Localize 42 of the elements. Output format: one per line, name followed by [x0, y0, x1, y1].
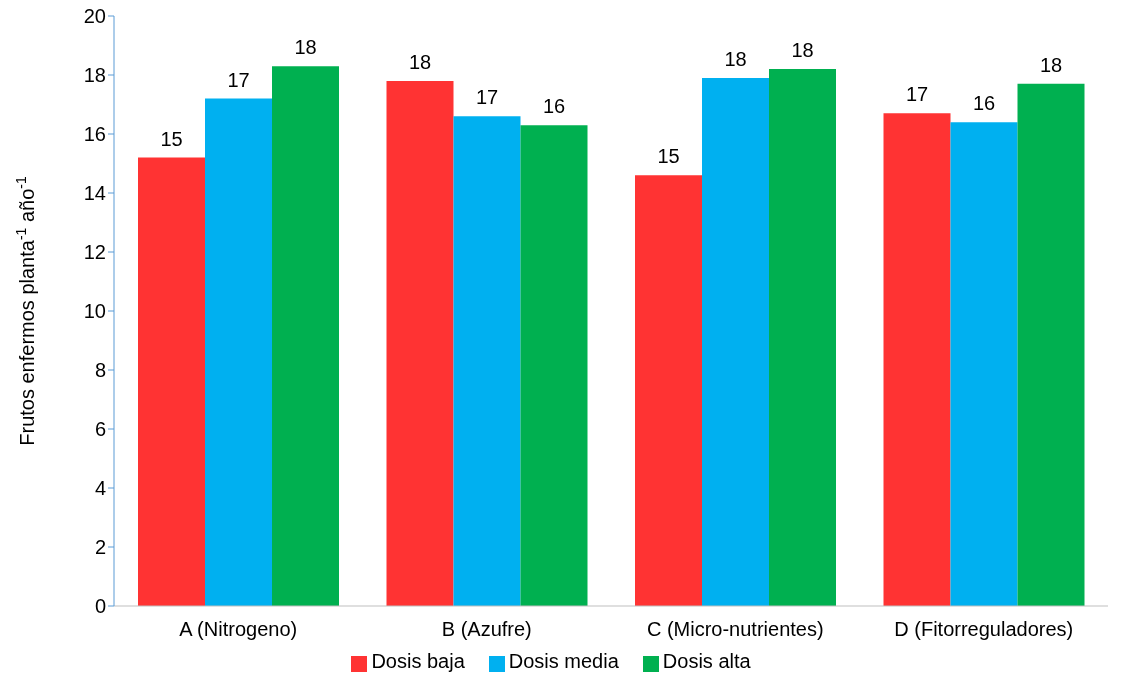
legend-label: Dosis alta: [662, 650, 751, 672]
y-tick-label: 0: [94, 595, 106, 618]
y-tick-label: 4: [94, 477, 106, 500]
data-label: 17: [475, 86, 499, 109]
bar: [272, 66, 339, 606]
y-tick-label: 2: [94, 536, 106, 559]
y-tick-label: 12: [83, 241, 106, 264]
y-tick-label: 16: [83, 123, 106, 146]
y-tick-label: 10: [83, 300, 106, 323]
data-label: 16: [542, 95, 566, 118]
x-tick-label: D (Fitorreguladores): [894, 618, 1074, 641]
data-label: 16: [972, 92, 996, 115]
bar: [138, 157, 205, 606]
bar: [453, 116, 521, 606]
y-tick-label: 6: [94, 418, 106, 441]
bar: [1017, 83, 1085, 606]
data-label: 17: [905, 83, 929, 106]
data-label: 18: [724, 47, 747, 70]
legend-label: Dosis media: [508, 650, 619, 672]
x-tick-label: C (Micro-nutrientes): [646, 618, 824, 641]
bar: [769, 69, 836, 606]
bar: [702, 77, 769, 606]
data-label: 18: [294, 36, 317, 59]
data-label: 15: [160, 127, 183, 150]
bar: [883, 113, 951, 606]
x-tick-label: A (Nitrogeno): [179, 618, 298, 641]
bar: [635, 175, 702, 606]
bar: [205, 98, 272, 606]
data-label: 18: [408, 50, 432, 73]
bar: [386, 80, 454, 606]
y-tick-label: 18: [83, 64, 106, 87]
data-label: 15: [657, 145, 680, 168]
legend-label: Dosis baja: [371, 650, 465, 672]
data-label: 18: [1039, 53, 1063, 76]
data-label: 18: [791, 39, 814, 62]
data-label: 17: [227, 68, 250, 91]
x-tick-label: B (Azufre): [441, 618, 532, 641]
bar: [520, 125, 588, 606]
y-tick-label: 14: [83, 182, 106, 205]
y-tick-label: 20: [83, 5, 106, 28]
y-tick-label: 8: [94, 359, 106, 382]
bar: [950, 122, 1018, 606]
